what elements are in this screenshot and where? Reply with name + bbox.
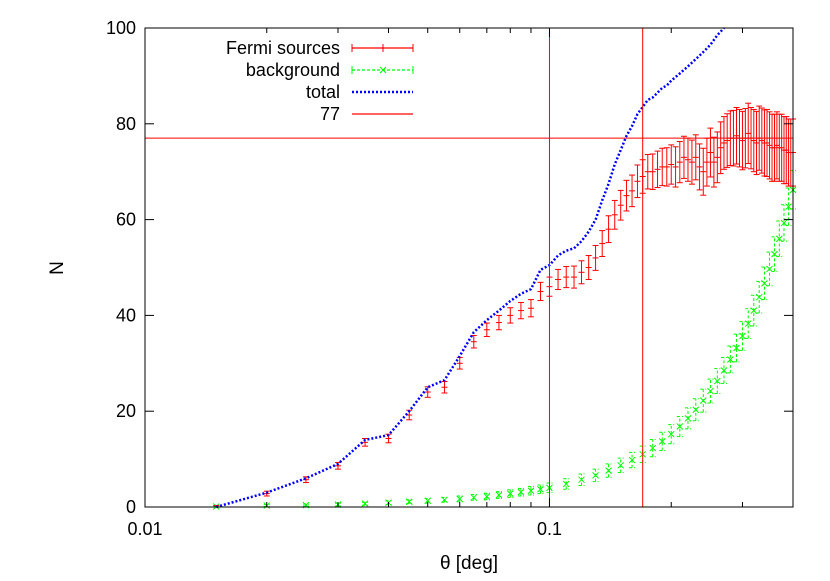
data-point — [506, 490, 514, 497]
data-point — [744, 320, 752, 327]
y-tick-label: 40 — [116, 305, 136, 325]
series-fermi-sources — [213, 102, 796, 508]
data-point — [733, 344, 740, 352]
data-point — [692, 406, 700, 414]
data-point — [720, 367, 728, 374]
series-total — [215, 27, 725, 509]
data-point — [517, 488, 525, 496]
data-point — [750, 307, 758, 314]
data-point — [667, 430, 675, 438]
data-point — [771, 250, 778, 258]
data-point — [495, 491, 503, 499]
data-point — [775, 235, 783, 243]
data-point — [592, 472, 599, 479]
data-point — [761, 279, 768, 287]
legend-label: total — [306, 82, 340, 102]
data-point — [441, 496, 448, 504]
data-point — [739, 332, 746, 340]
data-point — [780, 219, 788, 227]
y-axis-title: N — [47, 261, 68, 275]
data-point — [684, 415, 692, 422]
data-point — [562, 480, 570, 488]
x-tick-label: 0.01 — [127, 519, 162, 539]
data-point — [405, 498, 413, 506]
data-point — [676, 423, 684, 430]
y-tick-label: 60 — [116, 210, 136, 230]
data-point — [456, 495, 464, 503]
series-background — [212, 170, 797, 510]
data-point — [785, 203, 792, 211]
data-point — [617, 461, 625, 469]
x-axis-title: θ [deg] — [440, 553, 498, 574]
x-tick-label: 0.1 — [537, 519, 562, 539]
data-point — [707, 387, 714, 395]
data-point — [424, 497, 432, 505]
legend-label: Fermi sources — [226, 38, 340, 58]
axis-ticks: 0 20 40 60 80 100 0.01 0.1 — [106, 18, 794, 539]
legend-marker — [379, 66, 387, 74]
data-point — [649, 444, 657, 452]
legend-label: 77 — [320, 104, 340, 124]
data-point — [766, 265, 773, 273]
data-point — [470, 494, 478, 501]
data-point — [628, 456, 636, 464]
y-tick-label: 100 — [106, 18, 136, 38]
legend-label: background — [246, 60, 340, 80]
y-tick-label: 0 — [126, 497, 136, 517]
data-point — [537, 485, 544, 493]
data-point — [483, 493, 491, 500]
y-tick-label: 80 — [116, 114, 136, 134]
plot-marks — [145, 27, 797, 510]
data-point — [699, 397, 707, 405]
data-point — [527, 487, 535, 495]
data-point — [578, 476, 585, 484]
data-point — [658, 438, 666, 445]
plot-frame — [144, 27, 794, 508]
data-point — [361, 500, 369, 508]
data-point — [726, 356, 734, 363]
data-point — [755, 293, 763, 301]
data-point — [605, 467, 612, 474]
y-tick-label: 20 — [116, 401, 136, 421]
data-point — [713, 377, 721, 385]
